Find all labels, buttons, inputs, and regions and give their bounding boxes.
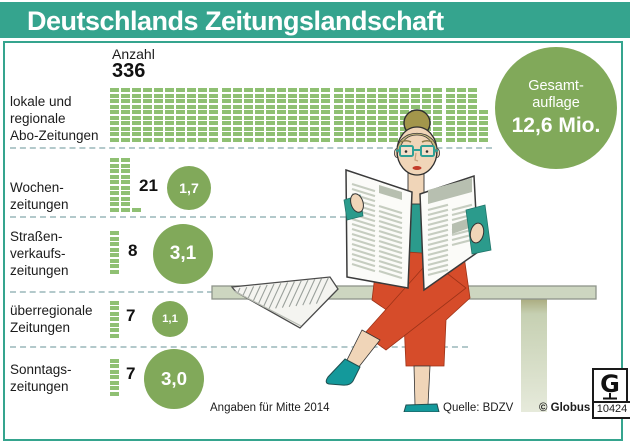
footnote: Angaben für Mitte 2014 (210, 402, 330, 414)
svg-text:G: G (600, 372, 620, 398)
circulation-circle-row2: 3,1 (152, 223, 214, 285)
row-label-sonntagszeitungen: Sonntags- zeitungen (10, 362, 72, 394)
circulation-circle-row4: 3,0 (144, 349, 204, 409)
count-value-row2: 8 (128, 241, 138, 260)
row-separator (10, 291, 213, 293)
row-label-wochenzeitungen: Wochen- zeitungen (10, 180, 69, 212)
globus-id: 10424 (592, 401, 630, 419)
row-label-strassenverkaufszeitungen: Straßen- verkaufs- zeitungen (10, 229, 69, 278)
total-label-line2: auflage (532, 94, 580, 111)
circulation-circle-row1: 1,7 (166, 165, 212, 211)
circulation-circle-row3: 1,1 (151, 300, 189, 338)
count-value-row4: 7 (126, 364, 136, 383)
globus-logo: G (592, 368, 628, 405)
row-separator (10, 346, 468, 348)
total-value: 12,6 Mio. (511, 113, 601, 137)
count-axis-label: Anzahl (112, 46, 155, 62)
row-separator (10, 147, 492, 149)
globus-g-icon: G (600, 372, 620, 400)
source-credit: Quelle: BDZV (443, 402, 514, 414)
row-label-ueberregionale: überregionale Zeitungen (10, 303, 93, 335)
count-value-row1: 21 (139, 176, 158, 195)
total-circulation-badge: Gesamt- auflage 12,6 Mio. (494, 46, 618, 170)
count-value-row0: 336 (112, 60, 146, 82)
count-value-row3: 7 (126, 306, 136, 325)
page-title: Deutschlands Zeitungslandschaft (27, 6, 444, 36)
total-label-line1: Gesamt- (528, 77, 584, 94)
title-bar: Deutschlands Zeitungslandschaft (0, 2, 630, 38)
copyright: © Globus (539, 402, 591, 414)
row-label-abo-zeitungen: lokale und regionale Abo-Zeitungen (10, 94, 99, 143)
row-separator (10, 216, 346, 218)
